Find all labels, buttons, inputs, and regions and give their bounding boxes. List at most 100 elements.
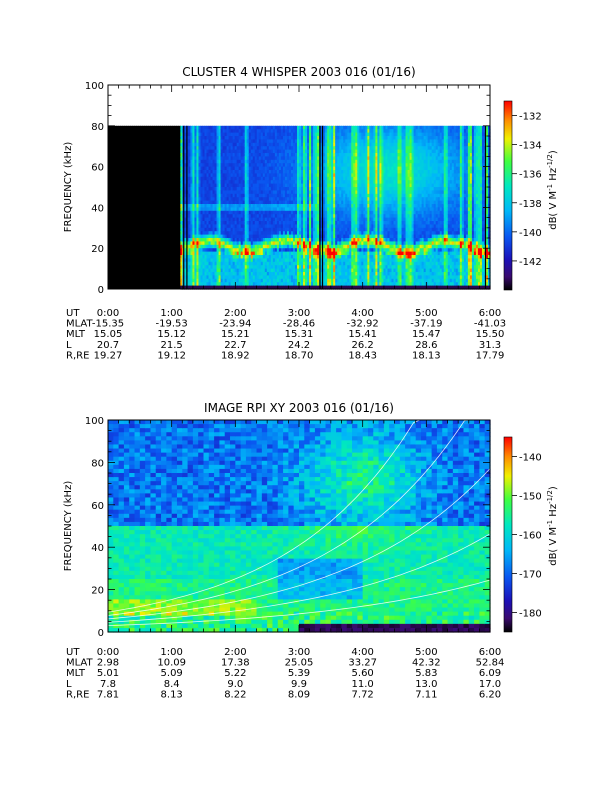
rpi-panel: IMAGE RPI XY 2003 016 (01/16) 0204060801…: [63, 401, 559, 700]
ephemeris-value: -28.46: [283, 319, 315, 330]
colorbar-label: dB( V M-1 Hz-1/2): [546, 486, 559, 566]
spectrogram-column: [145, 420, 151, 633]
ephemeris-value: 5.39: [288, 668, 310, 679]
spectrogram-column: [241, 420, 247, 633]
spectrogram-column: [304, 420, 310, 633]
ephemeris-value: 5.60: [352, 668, 374, 679]
spectrogram-column: [246, 420, 252, 633]
spectrogram-column: [140, 420, 146, 633]
data-gap-line: [183, 126, 184, 289]
colorbar-scale: [504, 101, 512, 290]
spectrogram-column: [182, 420, 188, 633]
ephemeris-value: 15.41: [348, 329, 377, 340]
ephemeris-value: 31.3: [479, 340, 501, 351]
colorbar-tick-label: -140: [519, 228, 542, 239]
y-tick-label: 40: [91, 203, 104, 214]
spectrogram-column: [347, 420, 353, 633]
colorbar-label-part: Hz: [548, 504, 559, 520]
spectrogram-column: [188, 420, 194, 633]
ephemeris-row-label: L: [66, 679, 72, 690]
ephemeris-value: 3:00: [288, 308, 310, 319]
colorbar-tick-label: -132: [519, 112, 542, 123]
spectrogram-column: [479, 420, 485, 633]
ephemeris-row-label: R,RE: [66, 350, 89, 361]
ephemeris-value: 5:00: [415, 308, 437, 319]
ephemeris-value: 1:00: [160, 308, 182, 319]
colorbar-tick-label: -136: [519, 170, 542, 181]
spectrogram-column: [368, 420, 374, 633]
spectrogram-column: [257, 420, 263, 633]
ephemeris-value: 7.11: [415, 689, 437, 700]
ephemeris-value: 17.79: [476, 350, 505, 361]
y-tick-label: 0: [98, 628, 104, 639]
colorbar-tick-label: -138: [519, 199, 542, 210]
spectrogram-column: [432, 420, 438, 633]
ephemeris-value: 19.27: [94, 350, 123, 361]
spectrogram-column: [357, 420, 363, 633]
spectrogram-column: [219, 420, 225, 633]
y-tick-label: 20: [91, 244, 104, 255]
spectrogram-column: [251, 420, 257, 633]
ephemeris-value: 5:00: [415, 647, 437, 658]
spectrogram-image: [108, 126, 491, 290]
ephemeris-value: 4:00: [351, 647, 373, 658]
chart-title: CLUSTER 4 WHISPER 2003 016 (01/16): [182, 65, 415, 79]
colorbar-tick-label: -142: [519, 257, 542, 268]
ephemeris-value: 3:00: [288, 647, 310, 658]
data-gap-line: [322, 126, 323, 289]
ephemeris-value: 5.01: [97, 668, 119, 679]
ephemeris-value: 6.09: [479, 668, 501, 679]
colorbar-scale: [504, 437, 512, 632]
ephemeris-value: 6:00: [479, 308, 501, 319]
ephemeris-value: 6:00: [479, 647, 501, 658]
ephemeris-value: 9.9: [291, 679, 307, 690]
ephemeris-value: 15.31: [285, 329, 314, 340]
ephemeris-value: -19.53: [156, 319, 188, 330]
ephemeris-value: -15.35: [92, 319, 124, 330]
ephemeris-value: 28.6: [415, 340, 437, 351]
ephemeris-value: 19.12: [157, 350, 186, 361]
ephemeris-value: 15.50: [476, 329, 505, 340]
ephemeris-value: 15.47: [412, 329, 441, 340]
ephemeris-row-label: UT: [66, 308, 80, 319]
colorbar-label-part: Hz: [548, 168, 559, 184]
spectrogram-column: [262, 420, 268, 633]
y-tick-label: 100: [85, 81, 104, 92]
ephemeris-value: 42.32: [412, 658, 441, 669]
spectrogram-column: [331, 420, 337, 633]
y-tick-label: 60: [91, 501, 104, 512]
spectrogram-column: [150, 420, 156, 633]
spectrogram-column: [310, 420, 316, 633]
ephemeris-value: 20.7: [97, 340, 119, 351]
y-axis-label: FREQUENCY (kHz): [63, 481, 74, 572]
colorbar-label-part: dB( V M: [548, 191, 559, 230]
y-axis-label: FREQUENCY (kHz): [63, 142, 74, 233]
ephemeris-row-label: R,RE: [66, 689, 89, 700]
ephemeris-value: -37.19: [410, 319, 442, 330]
ephemeris-value: 52.84: [476, 658, 505, 669]
spectrogram-column: [379, 420, 385, 633]
spectrogram-column: [156, 420, 162, 633]
spectrogram-column: [352, 420, 358, 633]
spectrogram-column: [278, 420, 284, 633]
spectrogram-column: [336, 420, 342, 633]
ephemeris-value: 24.2: [288, 340, 310, 351]
data-gap-line: [319, 126, 320, 289]
spectrogram-column: [209, 420, 215, 633]
colorbar-label-part: -1: [546, 520, 554, 527]
ephemeris-value: 11.0: [352, 679, 374, 690]
ephemeris-value: 5.09: [161, 668, 183, 679]
y-tick-label: 60: [91, 163, 104, 174]
spectrogram-column: [214, 420, 220, 633]
ephemeris-value: 33.27: [348, 658, 377, 669]
ephemeris-value: 5.22: [224, 668, 246, 679]
colorbar-label-part: dB( V M: [548, 527, 559, 566]
spectrogram-column: [119, 420, 125, 633]
spectrogram-column: [474, 420, 480, 633]
ephemeris-value: 21.5: [161, 340, 183, 351]
colorbar: -140-150-160-170-180: [504, 437, 542, 632]
ephemeris-value: 8.4: [164, 679, 180, 690]
ephemeris-value: 15.21: [221, 329, 250, 340]
spectrogram-column: [426, 420, 432, 633]
